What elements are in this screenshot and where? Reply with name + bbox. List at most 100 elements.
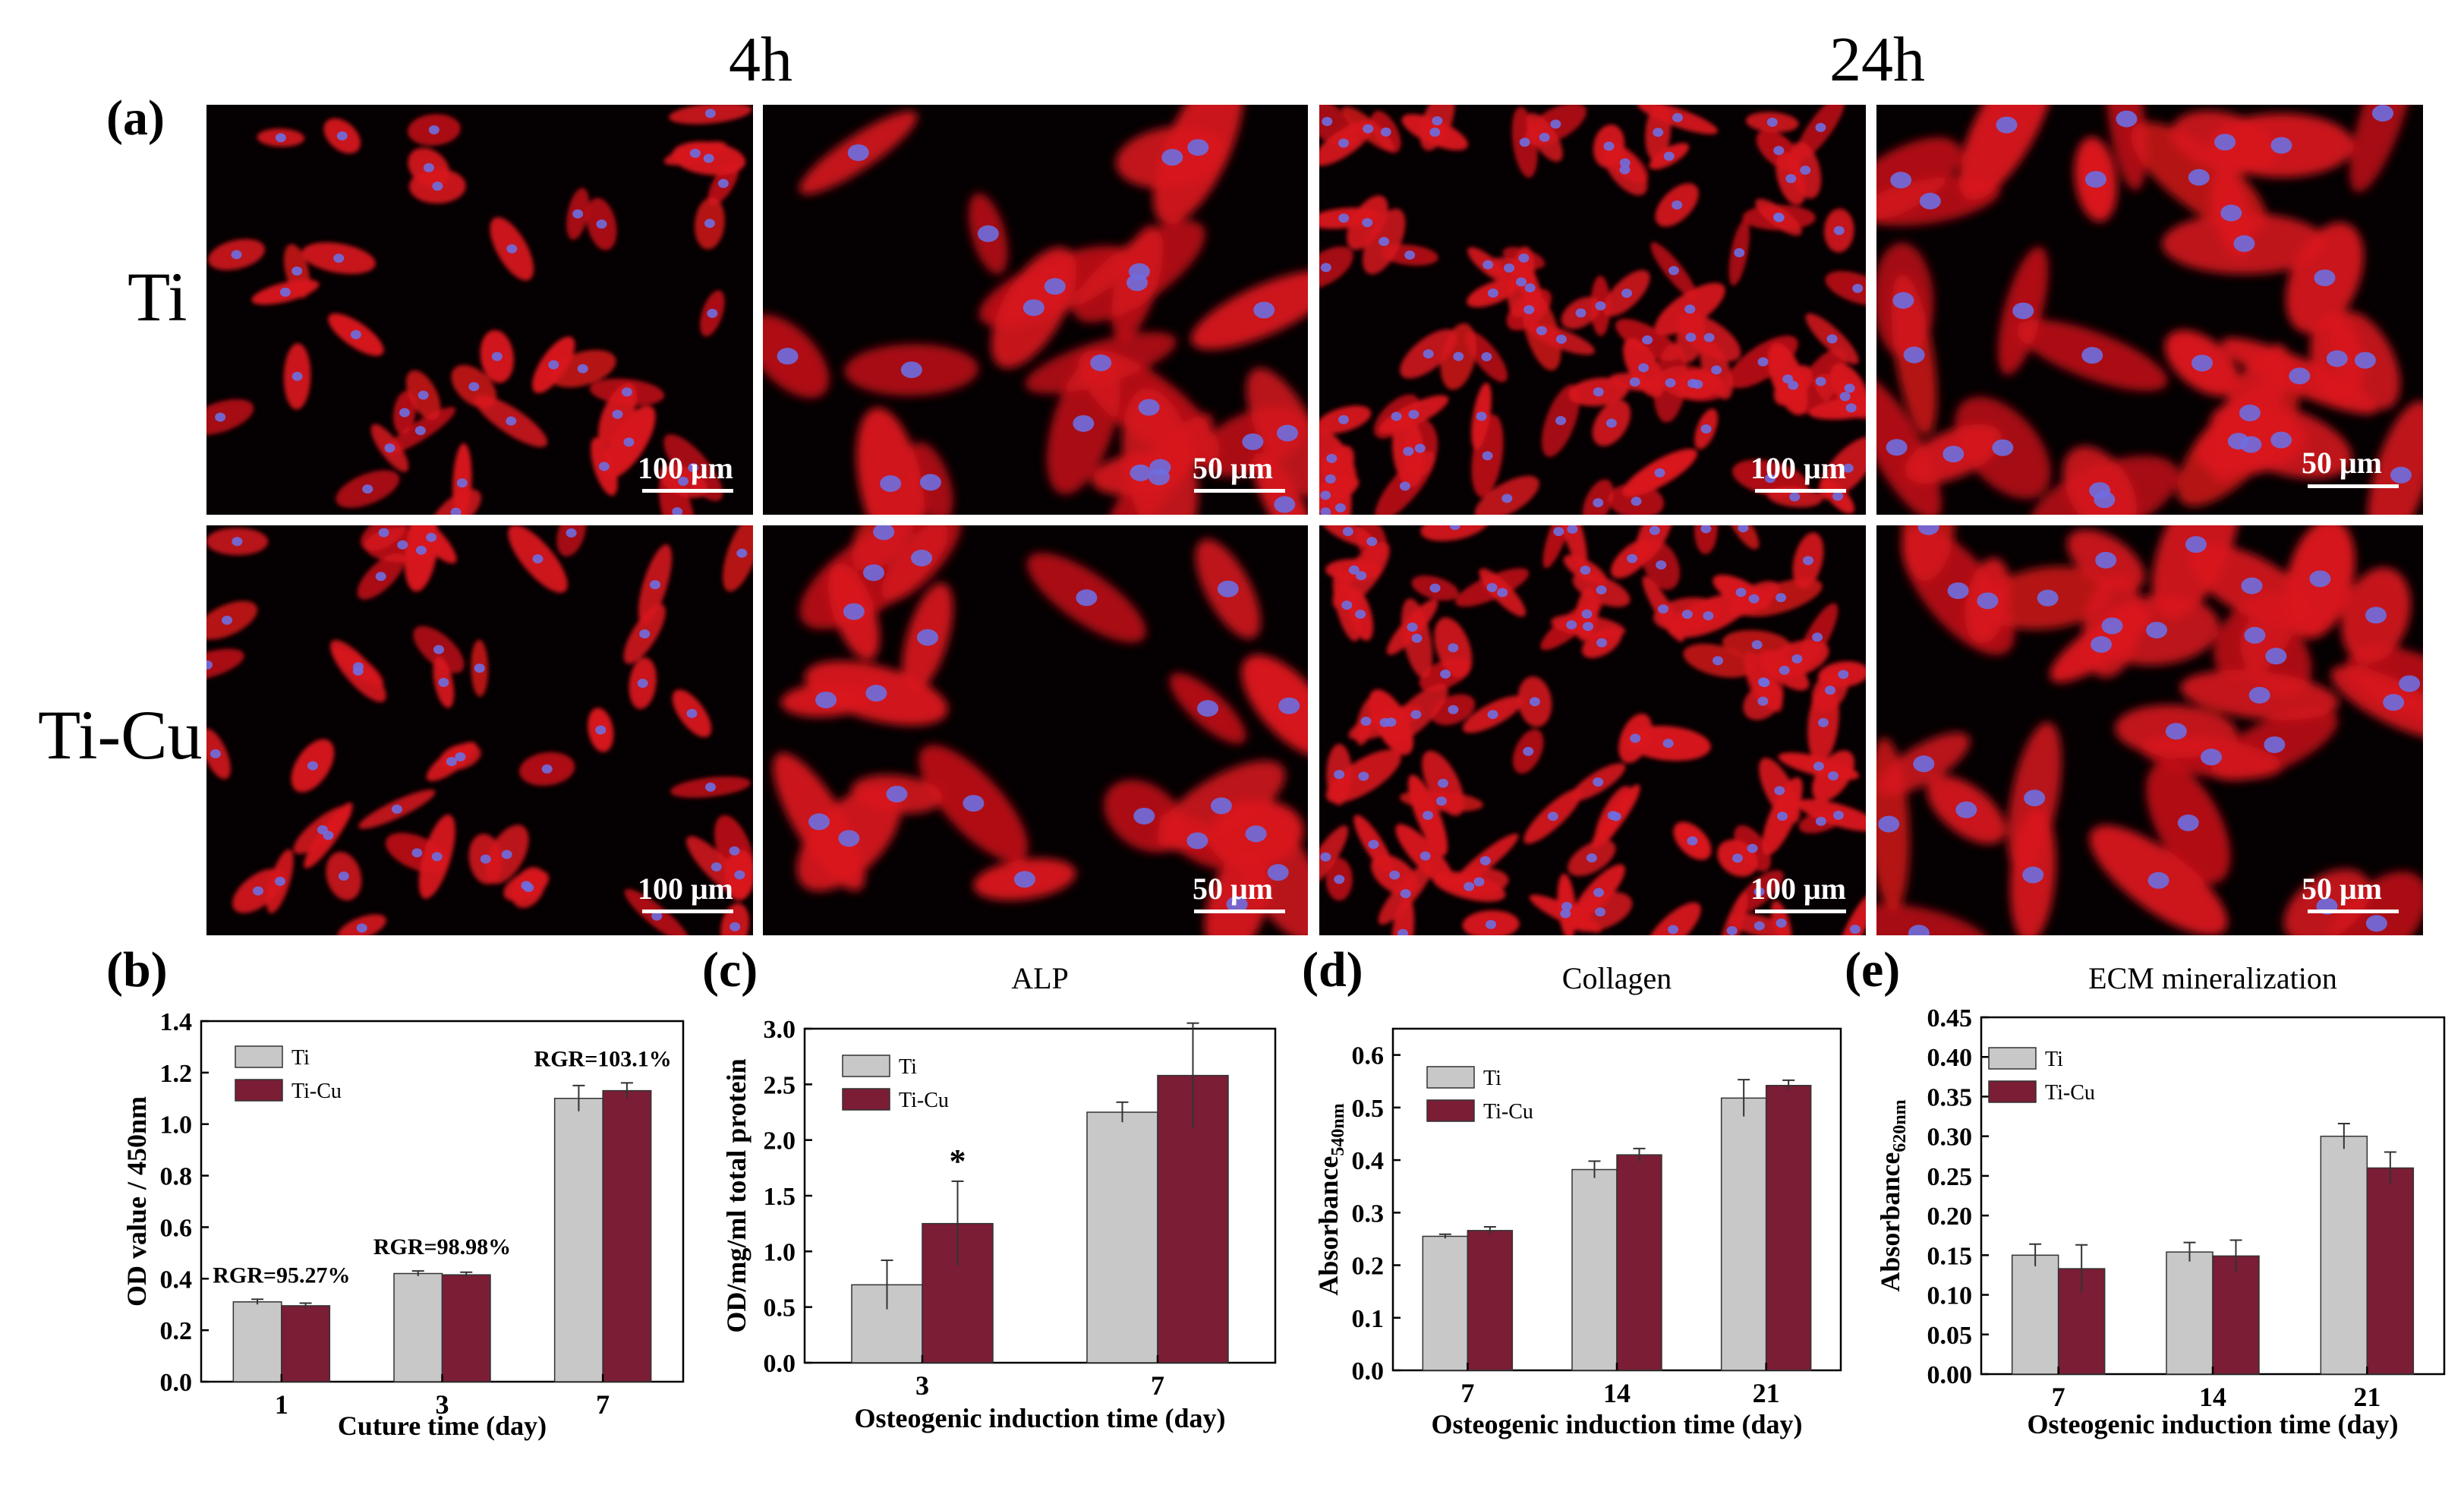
- nucleus: [612, 409, 623, 419]
- nucleus: [1593, 887, 1605, 897]
- nucleus: [2024, 790, 2046, 807]
- nucleus: [1629, 377, 1640, 387]
- nucleus: [1523, 746, 1534, 756]
- micrograph-ticu-24h-50um: 50 μm: [1876, 525, 2423, 935]
- nucleus: [1789, 492, 1801, 502]
- nucleus: [541, 764, 553, 774]
- y-tick-label: 0.45: [1927, 1004, 1973, 1032]
- nucleus: [1473, 877, 1485, 887]
- nucleus: [1776, 918, 1787, 928]
- y-tick-label: 0.4: [1352, 1147, 1385, 1175]
- nucleus: [2191, 355, 2214, 372]
- cells-layer: [1876, 105, 2423, 515]
- nucleus: [729, 922, 741, 932]
- panel-label-c: (c): [702, 942, 758, 998]
- y-tick-label: 0.40: [1927, 1044, 1973, 1072]
- scalebar-label: 100 μm: [638, 872, 733, 906]
- nucleus: [1432, 116, 1443, 126]
- nucleus: [1832, 491, 1844, 501]
- y-axis-label: OD/mg/ml total protein: [721, 1058, 751, 1332]
- nucleus: [1217, 580, 1239, 597]
- y-tick-label: 0.20: [1927, 1203, 1973, 1231]
- nucleus: [1245, 825, 1267, 843]
- nucleus: [650, 580, 661, 590]
- y-tick-label: 0.30: [1927, 1124, 1973, 1152]
- nucleus: [1423, 349, 1434, 359]
- nucleus: [1977, 592, 1999, 610]
- nucleus: [491, 352, 503, 361]
- cells-layer: [206, 525, 753, 935]
- nucleus: [1536, 326, 1547, 336]
- nucleus: [1419, 851, 1431, 861]
- nucleus: [1278, 697, 1300, 714]
- nucleus: [1668, 925, 1679, 935]
- nucleus: [1161, 149, 1183, 166]
- nucleus: [1825, 686, 1836, 695]
- nucleus: [1596, 638, 1608, 648]
- nucleus: [323, 831, 334, 840]
- y-tick-label: 0.35: [1927, 1083, 1973, 1111]
- nucleus: [1656, 560, 1667, 570]
- nucleus: [1878, 815, 1900, 833]
- nucleus: [2244, 626, 2266, 644]
- nucleus: [1518, 253, 1530, 263]
- nucleus: [253, 886, 264, 896]
- nucleus: [736, 548, 748, 558]
- nucleus: [456, 478, 468, 488]
- nucleus: [843, 603, 865, 620]
- nucleus: [231, 250, 242, 260]
- nucleus: [1022, 299, 1045, 317]
- nucleus: [399, 408, 410, 418]
- nucleus: [1379, 237, 1390, 247]
- nucleus: [548, 360, 559, 370]
- nucleus: [1738, 525, 1749, 533]
- nucleus: [1996, 116, 2018, 134]
- nucleus: [1919, 192, 1941, 210]
- x-axis-label: Osteogenic induction time (day): [2028, 1409, 2399, 1439]
- nucleus: [651, 911, 663, 921]
- nucleus: [1777, 812, 1788, 821]
- nucleus: [1013, 871, 1035, 888]
- bar-ti-7: [2011, 1254, 2059, 1375]
- nucleus: [2372, 105, 2394, 122]
- micrograph-ti-24h-50um: 50 μm: [1876, 105, 2423, 515]
- cell: [1190, 270, 1308, 350]
- panel-label-a: (a): [106, 90, 165, 146]
- scalebar: [2308, 910, 2399, 913]
- nucleus: [1992, 439, 2014, 456]
- y-tick-label: 0.8: [160, 1163, 193, 1191]
- nucleus: [677, 476, 688, 486]
- nucleus: [1274, 496, 1296, 513]
- scalebar: [2308, 484, 2399, 488]
- nucleus: [1338, 213, 1350, 223]
- scalebar-label: 50 μm: [2302, 872, 2382, 906]
- nucleus: [1593, 498, 1604, 508]
- nucleus: [2116, 110, 2138, 128]
- y-tick-label: 0.05: [1927, 1322, 1973, 1350]
- legend-swatch-ti-cu: [235, 1079, 283, 1102]
- nucleus: [777, 348, 799, 365]
- nucleus: [1226, 896, 1248, 913]
- nucleus: [474, 664, 485, 673]
- nucleus: [356, 923, 367, 933]
- scalebar-label: 100 μm: [1750, 872, 1846, 906]
- nucleus: [1555, 334, 1567, 344]
- nucleus: [2326, 350, 2348, 367]
- nucleus: [523, 883, 534, 893]
- nucleus: [2146, 621, 2168, 638]
- nucleus: [688, 463, 699, 473]
- nucleus: [1550, 119, 1561, 129]
- nucleus: [689, 148, 701, 158]
- nucleus: [1414, 443, 1426, 453]
- y-axis-label: OD value / 450nm: [121, 1096, 152, 1307]
- scalebar: [642, 910, 733, 913]
- nucleus: [1411, 633, 1423, 643]
- nucleus: [1782, 374, 1794, 384]
- legend-label-ti-cu: Ti-Cu: [1483, 1100, 1533, 1124]
- nucleus: [432, 181, 443, 191]
- nucleus: [1529, 697, 1540, 707]
- nucleus: [1429, 128, 1441, 137]
- bar-ti-cu-1: [281, 1305, 331, 1382]
- nucleus: [1187, 139, 1209, 156]
- nucleus: [1845, 403, 1857, 413]
